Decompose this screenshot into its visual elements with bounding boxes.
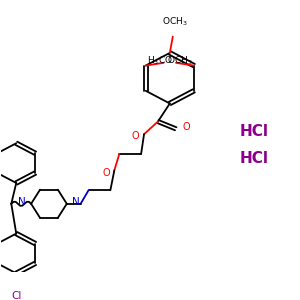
- Text: O: O: [131, 131, 139, 141]
- Text: N: N: [18, 197, 26, 207]
- Text: N: N: [72, 197, 80, 207]
- Text: OCH$_3$: OCH$_3$: [162, 15, 188, 28]
- Text: HCl: HCl: [239, 124, 268, 139]
- Text: O: O: [183, 122, 190, 132]
- Text: HCl: HCl: [239, 151, 268, 166]
- Text: Cl: Cl: [11, 291, 21, 300]
- Text: O: O: [103, 168, 110, 178]
- Text: H$_3$CO: H$_3$CO: [147, 55, 173, 67]
- Text: OCH$_3$: OCH$_3$: [167, 55, 192, 67]
